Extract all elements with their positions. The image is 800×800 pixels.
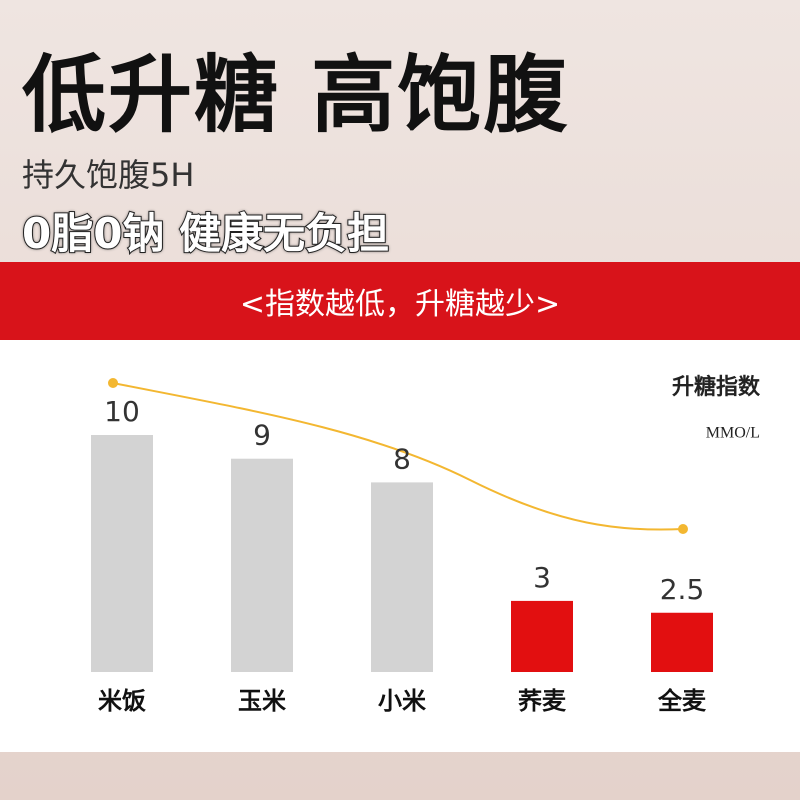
x-tick-label: 玉米 [238, 687, 286, 715]
y-label: 升糖指数 [672, 374, 761, 400]
bar [231, 458, 293, 672]
value-label: 2.5 [660, 573, 705, 606]
trend-line [112, 382, 684, 531]
subtitle: 持久饱腹5H [22, 156, 195, 194]
trend-dot [108, 378, 118, 388]
value-label: 8 [393, 442, 411, 475]
value-label: 3 [533, 561, 551, 594]
trend-dot [678, 524, 688, 534]
tagline: 0脂0钠 健康无负担 [21, 208, 390, 259]
x-tick-label: 小米 [378, 687, 426, 715]
bar [371, 482, 433, 672]
banner: <指数越低，升糖越少> [0, 262, 800, 340]
value-label: 9 [253, 419, 271, 452]
x-tick-label: 米饭 [98, 687, 146, 715]
title: 低升糖 高饱腹 [22, 46, 570, 144]
x-tick-label: 全麦 [657, 687, 707, 715]
bar [511, 600, 573, 672]
value-label: 10 [104, 395, 140, 428]
bar [91, 435, 153, 672]
unit: MMO/L [706, 425, 760, 442]
bar [651, 612, 713, 672]
x-tick-label: 荞麦 [518, 687, 567, 715]
